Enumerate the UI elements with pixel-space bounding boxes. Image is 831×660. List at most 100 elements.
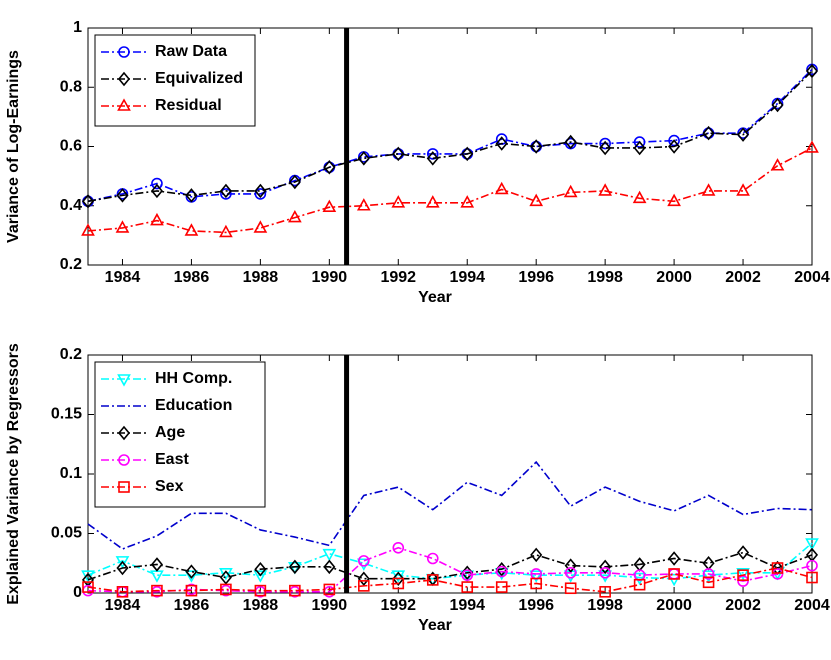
marker	[392, 577, 405, 590]
x-tick-label: 2004	[794, 269, 830, 286]
marker	[461, 581, 474, 593]
y-tick-label: 0	[73, 584, 82, 601]
marker	[184, 570, 199, 583]
marker	[701, 183, 716, 196]
x-tick-label: 1984	[105, 597, 141, 614]
marker	[805, 140, 819, 153]
marker	[426, 148, 439, 160]
marker	[771, 568, 784, 580]
marker	[220, 188, 232, 200]
marker	[392, 541, 405, 554]
marker	[323, 583, 336, 596]
marker	[598, 183, 612, 196]
x-tick-label: 1986	[174, 269, 210, 286]
marker	[530, 139, 543, 154]
series-line	[87, 68, 813, 203]
x-tick-label: 1988	[243, 269, 279, 286]
legend-box	[94, 361, 266, 508]
marker	[118, 481, 130, 493]
marker	[805, 538, 819, 551]
marker	[185, 564, 198, 579]
x-tick-label: 1988	[243, 597, 279, 614]
marker	[118, 454, 130, 466]
legend-label: Residual	[155, 97, 222, 114]
marker	[564, 566, 577, 579]
x-tick-label: 1984	[105, 269, 141, 286]
marker	[254, 183, 267, 199]
marker	[82, 581, 94, 593]
marker	[81, 194, 95, 209]
marker	[219, 570, 232, 585]
marker	[150, 183, 163, 199]
marker	[219, 183, 232, 199]
marker	[806, 559, 818, 572]
series-line	[87, 546, 813, 593]
marker	[117, 425, 131, 441]
marker	[702, 568, 715, 580]
marker	[357, 151, 370, 166]
marker	[151, 584, 163, 597]
y-axis-label: Explained Variance by Regressors	[5, 343, 22, 605]
marker	[116, 560, 129, 576]
marker	[117, 374, 131, 387]
marker	[253, 220, 268, 233]
marker	[495, 581, 508, 593]
marker	[771, 97, 784, 113]
marker	[599, 586, 611, 598]
marker	[288, 562, 302, 575]
marker	[392, 146, 405, 162]
x-tick-label: 1996	[518, 269, 554, 286]
marker	[599, 137, 611, 150]
y-tick-label: 0.05	[51, 525, 82, 542]
x-tick-label: 2000	[656, 597, 692, 614]
marker	[289, 584, 301, 597]
marker	[460, 195, 475, 208]
x-tick-label: 1996	[518, 597, 554, 614]
legend-label: HH Comp.	[155, 370, 232, 387]
marker	[667, 193, 681, 207]
legend-label: Education	[155, 397, 232, 414]
marker	[254, 188, 267, 200]
series-line	[87, 551, 813, 581]
marker	[185, 188, 198, 203]
y-tick-label: 0.15	[51, 406, 82, 423]
x-tick-label: 2000	[656, 269, 692, 286]
legend-box	[94, 34, 256, 127]
marker	[288, 209, 302, 223]
y-tick-label: 0.2	[60, 256, 82, 273]
marker	[737, 575, 749, 587]
marker	[668, 134, 680, 147]
marker	[322, 548, 337, 562]
marker	[564, 558, 577, 573]
marker	[219, 224, 233, 238]
marker	[184, 223, 199, 236]
legend: Raw Data Equivalized Residual	[94, 34, 256, 127]
legend-label: Age	[155, 424, 185, 441]
marker	[737, 545, 750, 560]
marker	[737, 569, 749, 581]
marker	[633, 136, 646, 148]
marker	[116, 188, 129, 203]
marker	[564, 582, 577, 595]
series-line	[87, 460, 813, 550]
series-line	[87, 147, 813, 234]
marker	[254, 561, 267, 577]
legend-label: Raw Data	[155, 43, 227, 60]
marker	[668, 139, 681, 154]
x-tick-label: 1986	[174, 597, 210, 614]
x-tick-label: 1998	[587, 597, 623, 614]
marker	[253, 570, 268, 583]
y-tick-label: 0.6	[60, 138, 82, 155]
y-tick-label: 0.1	[60, 465, 82, 482]
marker	[117, 98, 131, 111]
marker	[426, 552, 439, 565]
marker	[426, 574, 439, 586]
x-axis-label: Year	[418, 289, 452, 306]
marker	[805, 63, 819, 79]
marker	[564, 134, 577, 150]
x-tick-label: 1990	[312, 269, 348, 286]
legend-label: East	[155, 451, 189, 468]
x-tick-label: 2002	[725, 269, 761, 286]
marker	[633, 578, 646, 591]
